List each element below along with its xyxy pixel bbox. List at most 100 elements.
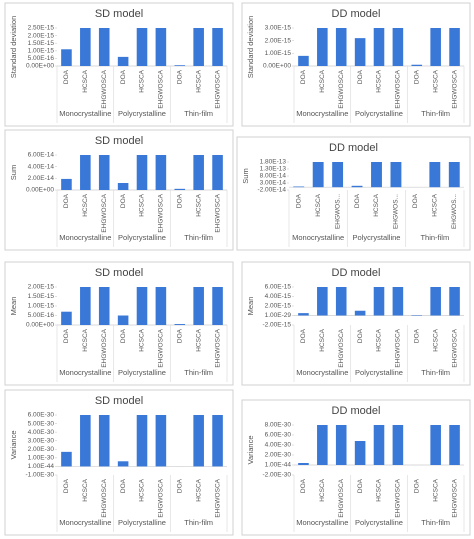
group-label: Polycrystalline: [355, 518, 403, 527]
x-tick-label: DOA: [63, 328, 70, 343]
group-label: Monocrystalline: [59, 368, 111, 377]
x-tick-label: DOA: [354, 193, 361, 208]
x-tick-label: HCSCA: [195, 69, 202, 92]
x-tick-label: HCSCA: [376, 478, 383, 501]
x-tick-label: EHGWOSCA: [158, 193, 165, 232]
x-tick-label: HCSCA: [432, 69, 439, 92]
bar: [136, 155, 148, 190]
x-tick-label: HCSCA: [139, 69, 146, 92]
bar: [193, 287, 204, 325]
x-tick-label: DOA: [300, 328, 307, 343]
x-tick-label: EHGWOSCA: [451, 478, 458, 517]
bar: [212, 155, 223, 190]
x-tick-label: DOA: [176, 69, 183, 84]
bar: [429, 162, 441, 188]
bar: [449, 28, 460, 66]
bar: [351, 185, 363, 188]
bar: [390, 162, 402, 188]
bar: [80, 287, 91, 325]
bar: [298, 55, 309, 66]
bar: [392, 425, 404, 465]
bar: [298, 463, 309, 465]
group-label: Thin-film: [184, 518, 213, 527]
group-label: Polycrystalline: [118, 518, 166, 527]
group-label: Thin-film: [420, 233, 449, 242]
x-tick-label: DOA: [63, 478, 70, 493]
x-tick-label: EHGWOSCA: [338, 69, 345, 108]
y-tick-label: 6.00E-15: [265, 284, 292, 291]
bar: [298, 313, 309, 316]
group-label: Thin-film: [184, 233, 213, 242]
bar: [61, 49, 72, 66]
group-label: Monocrystalline: [296, 109, 348, 118]
bar: [61, 311, 72, 325]
bar: [212, 28, 223, 66]
bar: [193, 415, 204, 467]
bar: [317, 28, 328, 66]
y-tick-label: 3.00E-14: [260, 180, 287, 187]
x-tick-label: EHGWOSCA: [214, 193, 221, 232]
bar: [449, 425, 460, 465]
x-tick-label: HCSCA: [432, 193, 439, 216]
group-label: Polycrystalline: [353, 233, 401, 242]
chart-title: SD model: [95, 8, 143, 20]
panel-border: [236, 136, 471, 251]
chart-title: SD model: [95, 267, 143, 279]
y-tick-label: 1.00E-44: [28, 463, 55, 470]
chart-title: SD model: [95, 135, 143, 147]
bar: [117, 183, 129, 190]
x-tick-label: EHGWOSCA: [395, 328, 402, 367]
y-tick-label: 1.00E-15: [265, 50, 292, 57]
x-tick-label: DOA: [63, 69, 70, 84]
y-tick-label: -2.00E-30: [262, 472, 291, 479]
group-label: Monocrystalline: [59, 233, 111, 242]
y-tick-label: 6.00E-30: [265, 432, 292, 439]
group-label: Monocrystalline: [296, 518, 348, 527]
x-tick-label: HCSCA: [82, 328, 89, 351]
y-tick-label: 0.00E+00: [26, 63, 54, 70]
bar: [317, 287, 328, 316]
y-tick-label: 1.50E-15: [28, 293, 55, 300]
x-tick-label: DOA: [63, 193, 70, 208]
group-label: Monocrystalline: [59, 518, 111, 527]
y-tick-label: 6.00E-14: [28, 152, 55, 159]
x-tick-label: DOA: [413, 328, 420, 343]
x-tick-label: DOA: [357, 69, 364, 84]
bar: [411, 64, 423, 66]
bar: [317, 425, 328, 465]
group-label: Monocrystalline: [296, 368, 348, 377]
y-tick-label: 5.00E-16: [28, 55, 55, 62]
y-tick-label: 2.50E-15: [28, 25, 55, 32]
bar: [212, 287, 223, 325]
x-tick-label: EHGWOSCA: [158, 328, 165, 367]
x-tick-label: DOA: [300, 478, 307, 493]
bar: [98, 28, 110, 66]
bar: [117, 461, 129, 467]
bar: [98, 287, 110, 325]
x-tick-label: DOA: [413, 478, 420, 493]
bar: [61, 178, 72, 190]
x-tick-label: DOA: [176, 193, 183, 208]
x-tick-label: HCSCA: [195, 193, 202, 216]
x-tick-label: EHGWOS...: [393, 194, 400, 229]
y-tick-label: 8.00E-14: [260, 173, 287, 180]
x-tick-label: DOA: [120, 478, 127, 493]
group-label: Thin-film: [184, 368, 213, 377]
y-tick-label: 4.00E-30: [265, 442, 292, 449]
bar: [312, 162, 324, 188]
y-tick-label: 4.00E-30: [28, 429, 55, 436]
panel-border: [241, 399, 471, 536]
x-tick-label: HCSCA: [319, 69, 326, 92]
bar: [193, 155, 204, 190]
group-label: Thin-film: [421, 368, 450, 377]
y-tick-label: 3.00E-15: [265, 25, 292, 32]
x-tick-label: EHGWOSCA: [101, 193, 108, 232]
x-tick-label: HCSCA: [139, 328, 146, 351]
bar: [174, 65, 186, 66]
bar: [80, 28, 91, 66]
x-tick-label: EHGWOSCA: [158, 69, 165, 108]
bar: [212, 415, 223, 467]
group-label: Polycrystalline: [118, 368, 166, 377]
y-tick-label: 2.00E-15: [265, 303, 292, 310]
